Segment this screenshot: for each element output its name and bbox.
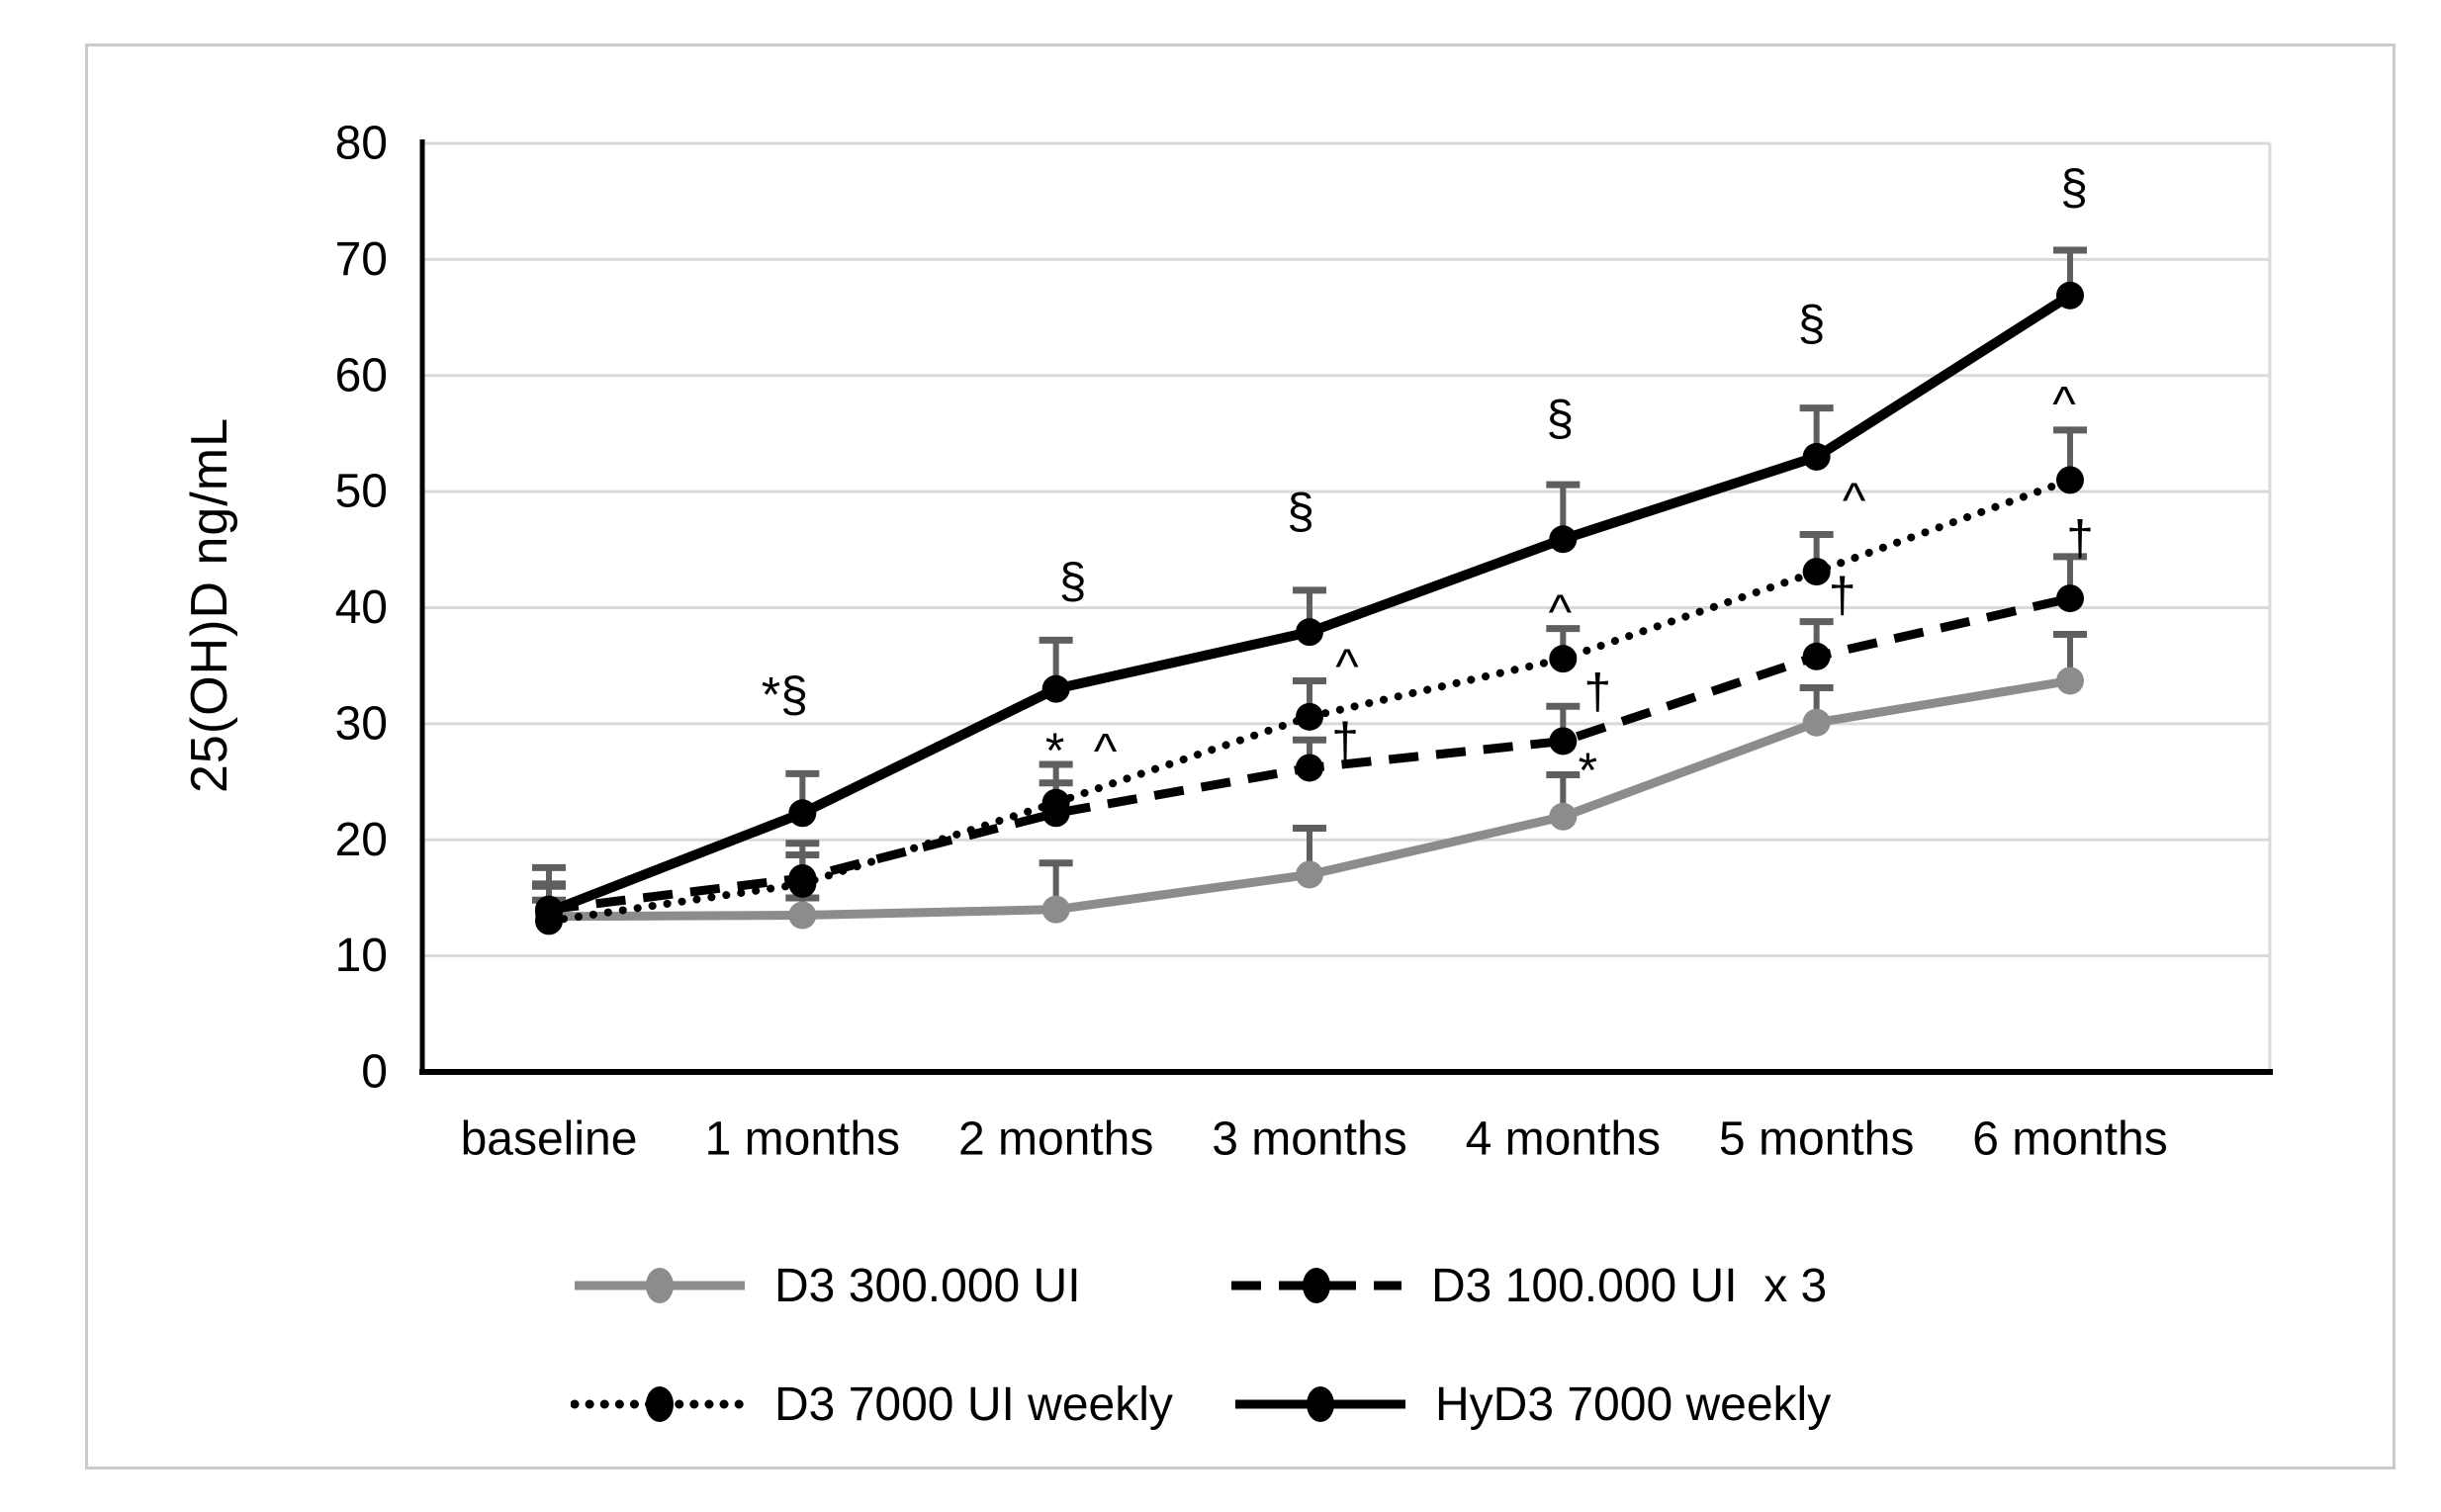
data-point-marker (1549, 727, 1578, 756)
legend-line-sample-icon (575, 1268, 745, 1303)
data-point-marker (1041, 895, 1070, 924)
data-point-marker (788, 799, 817, 828)
annotation-symbol: § (1059, 554, 1087, 609)
annotation-symbol: † (1829, 568, 1856, 623)
y-tick-label: 50 (335, 466, 388, 518)
legend-item-d3-7000-ui-weekly: D3 7000 UI weekly (571, 1377, 1173, 1432)
y-tick-label: 40 (335, 581, 388, 634)
x-axis-label: 6 months (1972, 1113, 2167, 1166)
data-point-marker (1549, 645, 1578, 673)
data-point-marker (1041, 674, 1070, 703)
data-point-marker (1802, 558, 1831, 586)
data-point-marker (2055, 584, 2084, 613)
annotation-symbol: † (1331, 713, 1359, 768)
data-point-marker (2055, 281, 2084, 310)
data-point-marker (2055, 667, 2084, 695)
y-axis-tick-labels: 0 10 20 30 40 50 60 70 80 (335, 118, 388, 1099)
legend-item-hyd3-7000-weekly: HyD3 7000 weekly (1231, 1377, 1831, 1432)
data-point-marker (535, 898, 563, 927)
annotation-symbol: § (1798, 296, 1826, 351)
annotation-symbol: ^ (1094, 724, 1118, 779)
annotation-symbol: ^ (1843, 473, 1866, 528)
error-bars (532, 246, 2087, 922)
y-tick-label: 20 (335, 814, 388, 866)
legend-line-sample-icon (1231, 1268, 1401, 1303)
significance-annotations: *§§* ^§^†§^†*§^†§^† (762, 160, 2094, 798)
y-tick-label: 10 (335, 930, 388, 982)
annotation-symbol: *§ (762, 667, 808, 723)
y-tick-label: 30 (335, 697, 388, 750)
x-axis-labels: baseline 1 months 2 months 3 months 4 months… (461, 1113, 2168, 1166)
gridlines (422, 141, 2272, 1072)
figure-panel (85, 44, 2396, 1469)
y-axis-title: 25(OH)D ng/mL (181, 417, 238, 793)
annotation-symbol: ^ (1335, 639, 1359, 694)
legend-line-sample-icon (571, 1386, 749, 1422)
annotation-symbol: † (2066, 511, 2094, 567)
data-point-marker (1549, 802, 1578, 831)
legend-item-d3-300000-ui: D3 300.000 UI (571, 1258, 1081, 1313)
data-point-marker (2055, 466, 2084, 494)
annotation-symbol: * (1045, 723, 1064, 778)
data-point-marker (1802, 642, 1831, 670)
annotation-symbol: § (2060, 160, 2088, 216)
x-axis-label: 5 months (1719, 1113, 1914, 1166)
legend-label: HyD3 7000 weekly (1435, 1378, 1832, 1431)
annotation-symbol: § (1287, 484, 1314, 539)
annotation-symbol: † (1583, 664, 1611, 719)
legend-label: D3 7000 UI weekly (774, 1378, 1173, 1431)
data-point-marker (1041, 788, 1070, 817)
data-point-marker (1295, 754, 1323, 782)
x-axis-label: 2 months (958, 1113, 1153, 1166)
legend-label: D3 100.000 UI x 3 (1431, 1259, 1828, 1312)
data-point-marker (788, 869, 817, 898)
y-tick-label: 80 (335, 118, 388, 170)
data-point-marker (1802, 442, 1831, 471)
x-axis-label: 1 months (705, 1113, 900, 1166)
x-axis-label: baseline (461, 1113, 638, 1166)
legend-label: D3 300.000 UI (774, 1259, 1081, 1312)
y-tick-label: 70 (335, 233, 388, 286)
annotation-symbol: ^ (2052, 377, 2076, 432)
data-point-marker (788, 901, 817, 930)
series-hyd3-7000-weekly (535, 281, 2084, 927)
annotation-symbol: § (1546, 391, 1574, 446)
data-point-marker (1295, 702, 1323, 731)
legend-line-sample-icon (1235, 1386, 1405, 1422)
data-point-marker (1295, 618, 1323, 647)
annotation-symbol: ^ (1549, 584, 1573, 640)
y-tick-label: 60 (335, 349, 388, 401)
y-tick-label: 0 (361, 1046, 388, 1099)
data-point-marker (1549, 525, 1578, 554)
data-point-marker (1295, 860, 1323, 889)
legend-item-d3-100000-ui-x3: D3 100.000 UI x 3 (1227, 1258, 1827, 1313)
x-axis-label: 4 months (1466, 1113, 1661, 1166)
x-axis-label: 3 months (1212, 1113, 1406, 1166)
annotation-symbol: * (1579, 743, 1597, 798)
data-point-marker (1802, 708, 1831, 737)
